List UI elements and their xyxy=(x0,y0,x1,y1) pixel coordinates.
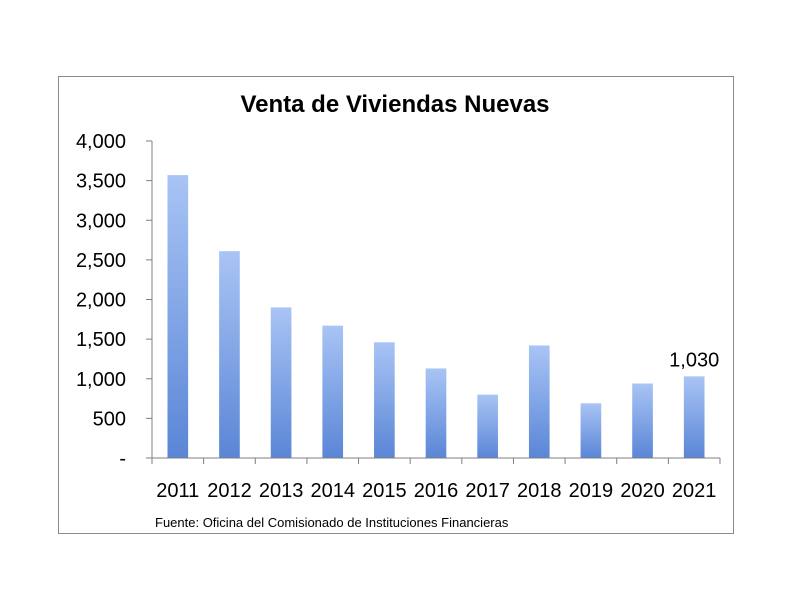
x-tick-label: 2019 xyxy=(569,480,614,502)
y-tick-label: 4,000 xyxy=(76,131,126,153)
y-tick-label: 2,000 xyxy=(76,290,126,312)
y-tick-label: - xyxy=(119,448,126,470)
bar-2013 xyxy=(270,307,292,458)
bar-2019 xyxy=(580,403,602,458)
x-tick-label: 2018 xyxy=(517,480,562,502)
bar-2011 xyxy=(167,175,189,458)
source-note: Fuente: Oficina del Comisionado de Insti… xyxy=(155,515,509,530)
x-tick-label: 2016 xyxy=(414,480,459,502)
bar-2015 xyxy=(374,342,395,458)
bar-2012 xyxy=(219,251,240,458)
y-tick-label: 3,500 xyxy=(76,171,126,193)
chart-title: Venta de Viviendas Nuevas xyxy=(240,91,549,118)
x-tick-label: 2012 xyxy=(207,480,252,502)
x-tick-label: 2011 xyxy=(156,480,199,502)
y-tick-label: 1,000 xyxy=(76,369,126,391)
x-tick-label: 2013 xyxy=(259,480,304,502)
bar-2017 xyxy=(477,394,498,458)
x-tick-label: 2014 xyxy=(310,480,355,502)
bar-2021 xyxy=(683,376,705,458)
y-tick-label: 1,500 xyxy=(76,329,126,351)
bar-2016 xyxy=(425,368,447,458)
x-tick-label: 2017 xyxy=(465,480,510,502)
bar-2020 xyxy=(632,383,653,458)
x-tick-label: 2021 xyxy=(672,480,717,502)
y-tick-label: 3,000 xyxy=(76,210,126,232)
x-tick-label: 2020 xyxy=(620,480,665,502)
x-tick-label: 2015 xyxy=(362,480,407,502)
y-tick-label: 2,500 xyxy=(76,250,126,272)
bar-2014 xyxy=(322,325,344,458)
y-tick-label: 500 xyxy=(93,408,126,430)
data-label-2021: 1,030 xyxy=(669,349,719,371)
bar-2018 xyxy=(528,345,550,458)
